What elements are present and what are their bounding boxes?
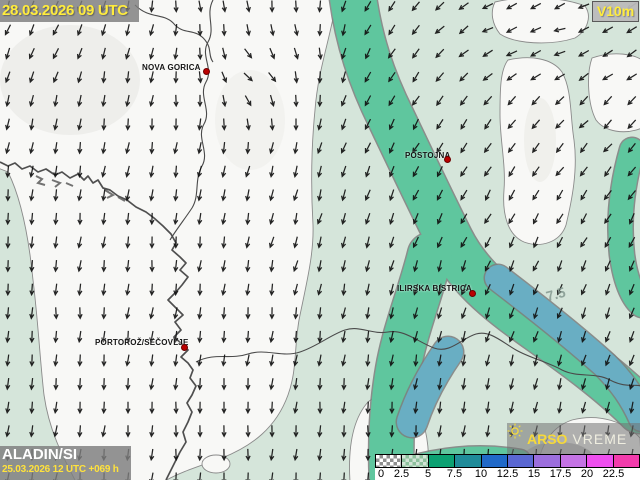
wind-speed-scale-labels: 0 2.5 5 7.5 10 12.5 15 17.5 20 22.5 (375, 468, 640, 480)
legend-value: 20 (580, 468, 594, 480)
city-label: PORTOROŽ/SEČOVLJE (95, 338, 189, 347)
legend-value: 10 (474, 468, 488, 480)
legend-value: 2.5 (393, 468, 410, 480)
legend-cell-12.5 (508, 455, 535, 467)
legend-value: 22.5 (602, 468, 625, 480)
border-slovenia-croatia (195, 328, 640, 387)
legend-cell-2.5 (402, 455, 429, 467)
legend-value: 0 (378, 468, 385, 480)
variable-box: V10m (592, 1, 639, 22)
valid-time-text: 28.03.2026 09 UTC (2, 2, 128, 19)
legend-cell-22.5 (613, 455, 640, 467)
wind-speed-color-scale (375, 454, 640, 468)
legend-cell-10 (481, 455, 509, 467)
national-borders (134, 0, 640, 387)
logo-agency-text: ARSO (527, 430, 568, 447)
legend-cell-0 (376, 455, 403, 467)
city-label: ILIRSKA BISTRICA (397, 284, 472, 293)
wind-arrows (4, 0, 638, 480)
city-dot (181, 344, 188, 351)
legend-value: 15 (527, 468, 541, 480)
valid-time-box: 28.03.2026 09 UTC (0, 0, 139, 22)
legend-value: 12.5 (496, 468, 519, 480)
wind-band-teal (395, 263, 640, 439)
river-line (134, 4, 214, 63)
arso-vreme-logo: ARSO VREME (507, 423, 640, 454)
model-name: ALADIN/SI (2, 446, 77, 463)
city-dot (203, 68, 210, 75)
city-label: POSTOJNA (405, 151, 451, 160)
legend-value: 7.5 (446, 468, 463, 480)
legend-cell-17.5 (560, 455, 588, 467)
city-dot (444, 156, 451, 163)
legend-value: 5 (424, 468, 432, 480)
model-info-box: ALADIN/SI 25.03.2026 12 UTC +069 h (0, 446, 131, 480)
model-run-info: 25.03.2026 12 UTC +069 h (2, 464, 119, 475)
logo-product-text: VREME (572, 430, 628, 447)
coastline (0, 161, 197, 480)
variable-label: V10m (596, 3, 635, 19)
legend-value: 17.5 (549, 468, 572, 480)
legend-cell-15 (534, 455, 561, 467)
city-dot (469, 290, 476, 297)
legend-cell-5 (428, 455, 456, 467)
sun-icon (507, 423, 523, 439)
legend-cell-20 (587, 455, 614, 467)
terrain-shading (0, 25, 596, 480)
legend-cell-7.5 (455, 455, 482, 467)
border-italy-slovenia (169, 0, 214, 241)
city-label: NOVA GORICA (142, 63, 201, 72)
lagoon-detail (35, 175, 126, 202)
